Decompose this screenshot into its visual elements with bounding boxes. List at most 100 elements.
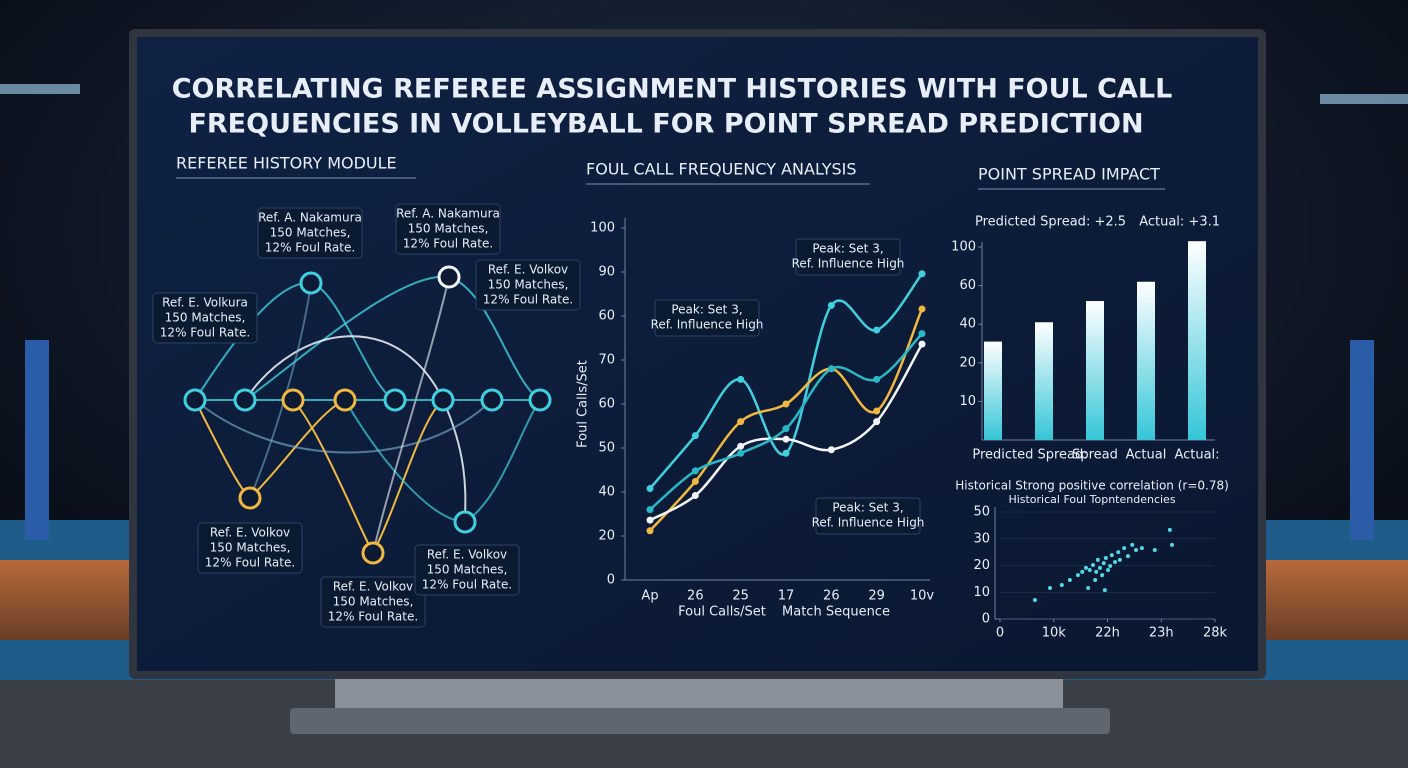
chart-subtitle: Historical Foul Topntendencies: [1008, 493, 1175, 506]
point: [691, 467, 699, 475]
x-tick-label: 17: [778, 589, 795, 604]
point: [873, 407, 881, 415]
point: [737, 442, 745, 450]
y-axis-label: Foul Calls/Set: [576, 360, 591, 448]
x-tick-label: 23h: [1149, 626, 1174, 641]
card-text: 150 Matches,: [210, 541, 291, 555]
card-text: 150 Matches,: [408, 222, 489, 236]
light: [1320, 94, 1408, 104]
point: [1047, 585, 1052, 590]
bar: [1137, 281, 1155, 440]
card-text: 12% Foul Rate.: [403, 237, 493, 251]
annotation: Ref. Influence High: [792, 257, 905, 271]
node: [233, 388, 257, 412]
point: [1108, 564, 1113, 569]
y-tick-label: 30: [973, 531, 990, 546]
card-text: Ref. E. Volkov: [333, 580, 413, 594]
point: [1032, 598, 1037, 603]
bar: [1086, 301, 1104, 440]
node: [183, 388, 207, 412]
point: [918, 305, 926, 313]
card-box: [257, 207, 363, 259]
node: [528, 388, 552, 412]
point: [1080, 569, 1085, 574]
node: [453, 510, 477, 534]
section-title: REFEREE HISTORY MODULE: [176, 154, 397, 173]
x-tick-label: 10v: [910, 589, 935, 604]
point: [1086, 585, 1091, 590]
point: [782, 400, 790, 408]
point: [1122, 546, 1127, 551]
point: [1133, 547, 1138, 552]
y-tick-label: 10: [973, 585, 990, 600]
point: [737, 418, 745, 426]
point: [1059, 583, 1064, 588]
card-text: 12% Foul Rate.: [205, 556, 295, 570]
card-text: Ref. A. Nakamura: [258, 211, 362, 225]
y-tick-label: 20: [959, 355, 976, 370]
node: [480, 388, 504, 412]
x-tick-label: Actual: [1126, 448, 1167, 463]
y-tick-label: 60: [959, 278, 976, 293]
annotation-box: [654, 299, 760, 337]
y-tick-label: 90: [598, 265, 615, 280]
card-text: 150 Matches,: [165, 311, 246, 325]
point: [1093, 577, 1098, 582]
point: [1125, 554, 1130, 559]
point: [1167, 527, 1172, 532]
card-text: Ref. E. Volkov: [488, 263, 568, 277]
card-text: 150 Matches,: [488, 278, 569, 292]
title: CORRELATING REFEREE ASSIGNMENT HISTORIES…: [172, 74, 1173, 105]
section-title: FOUL CALL FREQUENCY ANALYSIS: [586, 160, 857, 179]
card-box: [320, 576, 426, 628]
point: [646, 516, 654, 524]
node: [361, 541, 385, 565]
card-text: 12% Foul Rate.: [483, 293, 573, 307]
x-tick-label: Predicted Spread:: [972, 448, 1087, 463]
monitor-base: [290, 708, 1110, 734]
point: [646, 484, 654, 492]
light: [0, 84, 80, 94]
annotation: Ref. Influence High: [651, 318, 764, 332]
point: [782, 449, 790, 457]
point: [1102, 588, 1107, 593]
card-box: [197, 522, 303, 574]
node: [437, 265, 461, 289]
point: [1170, 542, 1174, 547]
card-box: [475, 259, 581, 311]
point: [782, 435, 790, 443]
x-tick-label: Actual:: [1174, 448, 1219, 463]
card-text: Ref. E. Volkura: [162, 296, 248, 310]
annotation: Peak: Set 3,: [812, 242, 883, 256]
card-text: 150 Matches,: [427, 563, 508, 577]
x-tick-label: 26: [823, 589, 840, 604]
point: [1109, 553, 1114, 558]
y-tick-label: 50: [598, 441, 615, 456]
y-tick-label: 20: [598, 529, 615, 544]
point: [737, 375, 745, 383]
annotation-box: [815, 497, 921, 535]
point: [1106, 568, 1111, 573]
y-tick-label: 50: [973, 505, 990, 520]
edge: [372, 276, 450, 554]
y-tick-label: 0: [607, 573, 615, 588]
x-tick-label: 22h: [1095, 626, 1120, 641]
x-tick-label: 10k: [1042, 626, 1067, 641]
section-title: POINT SPREAD IMPACT: [978, 165, 1160, 184]
card-text: 150 Matches,: [333, 595, 414, 609]
x-tick-label: 0: [996, 626, 1004, 641]
annotation: Peak: Set 3,: [832, 501, 903, 515]
y-tick-label: 40: [598, 485, 615, 500]
bar: [984, 341, 1002, 440]
point: [873, 375, 881, 383]
point: [827, 301, 835, 309]
bar: [1188, 241, 1206, 440]
card-text: 12% Foul Rate.: [422, 578, 512, 592]
y-tick-label: 0: [982, 612, 990, 627]
point: [737, 449, 745, 457]
node: [333, 388, 357, 412]
card-text: 12% Foul Rate.: [265, 241, 355, 255]
point: [918, 270, 926, 278]
point: [1084, 565, 1088, 570]
